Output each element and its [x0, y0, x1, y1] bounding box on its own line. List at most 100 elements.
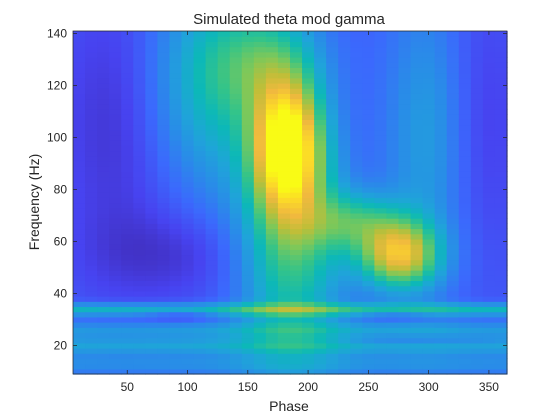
heatmap-cell	[362, 285, 375, 292]
heatmap-cell	[422, 353, 436, 360]
heatmap-cell	[458, 207, 472, 214]
heatmap-cell	[241, 197, 255, 204]
heatmap-cell	[85, 337, 98, 344]
heatmap-cell	[494, 88, 508, 94]
heatmap-cell	[350, 171, 363, 178]
heatmap-cell	[470, 270, 484, 276]
heatmap-cell	[482, 171, 496, 178]
heatmap-cell	[229, 296, 243, 302]
heatmap-cell	[338, 296, 351, 302]
heatmap-cell	[398, 228, 412, 235]
heatmap-cell	[277, 129, 291, 136]
heatmap-cell	[253, 301, 267, 308]
heatmap-cell	[73, 218, 86, 224]
heatmap-cell	[85, 51, 98, 58]
heatmap-cell	[458, 119, 472, 126]
heatmap-cell	[410, 259, 424, 266]
heatmap-cell	[302, 290, 315, 297]
heatmap-cell	[350, 264, 363, 271]
heatmap-cell	[145, 212, 158, 219]
heatmap-cell	[169, 36, 183, 42]
heatmap-cell	[145, 290, 158, 297]
heatmap-cell	[133, 285, 146, 292]
heatmap-cell	[85, 259, 98, 266]
heatmap-cell	[470, 223, 484, 230]
heatmap-cell	[482, 150, 496, 157]
heatmap-cell	[482, 311, 496, 318]
heatmap-cell	[386, 202, 400, 209]
heatmap-cell	[169, 285, 183, 292]
heatmap-cell	[434, 124, 448, 131]
heatmap-cell	[422, 46, 436, 53]
heatmap-cell	[253, 311, 267, 318]
heatmap-cell	[482, 108, 496, 115]
heatmap-cell	[410, 119, 424, 126]
heatmap-cell	[434, 353, 448, 360]
heatmap-cell	[494, 228, 508, 235]
heatmap-cell	[362, 264, 375, 271]
heatmap-cell	[157, 150, 171, 157]
heatmap-cell	[205, 124, 219, 131]
heatmap-cell	[193, 67, 207, 74]
heatmap-cell	[458, 150, 472, 157]
heatmap-cell	[386, 67, 400, 74]
heatmap-cell	[338, 82, 351, 89]
heatmap-cell	[133, 171, 146, 178]
heatmap-cell	[302, 160, 315, 167]
heatmap-cell	[494, 332, 508, 339]
heatmap-cell	[265, 348, 279, 354]
heatmap-cell	[229, 145, 243, 152]
heatmap-cell	[398, 181, 412, 188]
heatmap-cell	[422, 285, 436, 292]
heatmap-cell	[458, 264, 472, 271]
heatmap-cell	[193, 176, 207, 183]
heatmap-cell	[169, 296, 183, 302]
heatmap-cell	[181, 150, 195, 157]
heatmap-cell	[386, 150, 400, 157]
heatmap-cell	[482, 176, 496, 183]
heatmap-cell	[253, 31, 267, 37]
heatmap-cell	[386, 62, 400, 68]
heatmap-cell	[350, 327, 363, 334]
heatmap-cell	[85, 249, 98, 256]
heatmap-cell	[290, 249, 303, 256]
heatmap-cell	[181, 353, 195, 360]
heatmap-cell	[374, 186, 388, 193]
heatmap-cell	[362, 129, 375, 136]
heatmap-cell	[290, 192, 303, 198]
heatmap-cell	[205, 259, 219, 266]
heatmap-cell	[145, 41, 158, 48]
heatmap-cell	[265, 358, 279, 365]
heatmap-cell	[85, 36, 98, 42]
heatmap-cell	[302, 67, 315, 74]
heatmap-cell	[470, 275, 484, 282]
heatmap-cell	[109, 31, 122, 37]
heatmap-cell	[229, 72, 243, 79]
heatmap-cell	[193, 155, 207, 162]
heatmap-cell	[169, 238, 183, 245]
heatmap-cell	[169, 259, 183, 266]
heatmap-cell	[398, 259, 412, 266]
heatmap-cell	[85, 72, 98, 79]
heatmap-cell	[302, 88, 315, 94]
heatmap-cell	[121, 103, 134, 110]
heatmap-cell	[386, 322, 400, 328]
heatmap-cell	[494, 166, 508, 172]
heatmap-cell	[109, 134, 122, 141]
heatmap-cell	[109, 67, 122, 74]
heatmap-cell	[85, 186, 98, 193]
heatmap-cell	[314, 342, 327, 349]
heatmap-cell	[85, 233, 98, 240]
heatmap-cell	[494, 202, 508, 209]
heatmap-cell	[314, 160, 327, 167]
heatmap-cell	[482, 290, 496, 297]
heatmap-cell	[434, 155, 448, 162]
heatmap-cell	[205, 103, 219, 110]
heatmap-cell	[193, 218, 207, 224]
heatmap-cell	[241, 270, 255, 276]
heatmap-cell	[73, 223, 86, 230]
heatmap-cell	[470, 259, 484, 266]
heatmap-cell	[470, 155, 484, 162]
heatmap-cell	[97, 129, 110, 136]
heatmap-cell	[193, 275, 207, 282]
